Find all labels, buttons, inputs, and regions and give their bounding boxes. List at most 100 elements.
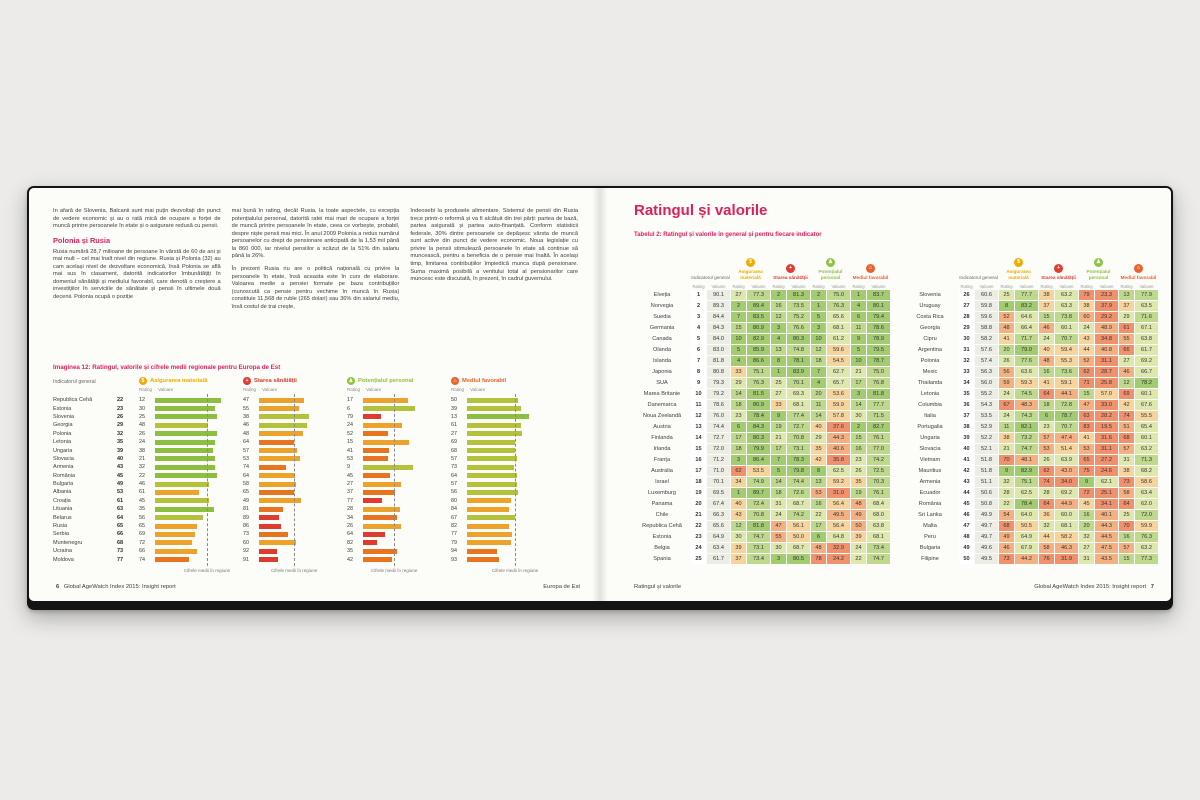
chart-bar: [467, 515, 515, 521]
chart-bar: [363, 431, 388, 437]
domain-value: 74.3: [1015, 411, 1038, 421]
country-name: Uruguay: [919, 303, 941, 309]
chart-domain-rating: 26: [347, 523, 353, 530]
country-name: Elveția: [653, 292, 671, 298]
domain-rank: 8: [771, 356, 786, 366]
footer-section-label: Europa de Est: [543, 584, 580, 590]
chart-bar-cell: [155, 464, 243, 470]
chart-bar-cell: [155, 506, 243, 512]
overall-rank: 11: [691, 400, 706, 410]
chart-domain-rating: 65: [243, 489, 249, 496]
chart-bar: [467, 431, 523, 437]
chart-bar: [155, 414, 218, 420]
chart-domain-rating: 82: [347, 539, 353, 546]
table-subheader: Rating Valoare Rating Valoare Rating Valoare R…: [902, 281, 1158, 289]
capability-icon: ♟: [347, 377, 355, 385]
domain-value: 70.8: [747, 510, 770, 520]
left-page: În afară de Slovenia, Balcanii sunt mai …: [29, 188, 600, 601]
chart-bar-cell: [467, 548, 555, 554]
chart-bar: [363, 456, 388, 462]
domain-rank: 41: [999, 334, 1014, 344]
overall-rank: 15: [691, 444, 706, 454]
overall-value: 58.2: [975, 334, 998, 344]
domain-rank: 70: [1119, 521, 1134, 531]
domain-value: 67.1: [1135, 323, 1158, 333]
chart-bar-cell: [155, 431, 243, 437]
domain-rank: 4: [731, 356, 746, 366]
chart-bar-cell: [259, 456, 347, 462]
domain-value: 75.0: [867, 367, 890, 377]
domain-rank: 3: [811, 323, 826, 333]
domain-value: 66.7: [1135, 367, 1158, 377]
chart-general-rank: 64: [117, 514, 124, 521]
domain-value: 77.7: [867, 400, 890, 410]
section-heading: Polonia și Rusia: [53, 235, 111, 245]
domain-rank: 24: [1079, 323, 1094, 333]
chart-bar: [467, 422, 521, 428]
chart-bar-cell: [363, 448, 451, 454]
domain-value: 73.1: [787, 444, 810, 454]
domain-rank: 49: [851, 510, 866, 520]
overall-rank: 23: [691, 532, 706, 542]
domain-value: 64.6: [1015, 312, 1038, 322]
rating-value-labels: Rating Valoare: [451, 387, 547, 392]
domain-name: Starea sănătății: [1041, 274, 1076, 280]
country-name: Germania: [649, 325, 675, 331]
domain-rank: 1: [811, 301, 826, 311]
chart-bar-cell: [155, 531, 243, 537]
rating-value-labels: Rating Valoare: [347, 387, 443, 392]
domain-value: 63.6: [1015, 367, 1038, 377]
domain-value: 77.9: [1135, 290, 1158, 300]
overall-value: 57.4: [975, 356, 998, 366]
domain-value: 53.6: [827, 389, 850, 399]
overall-rank: 45: [959, 499, 974, 509]
domain-rank: 73: [1119, 477, 1134, 487]
domain-rank: 24: [999, 411, 1014, 421]
domain-value: 75.1: [747, 367, 770, 377]
country-name: Olanda: [652, 347, 672, 353]
domain-rank: 23: [731, 411, 746, 421]
domain-value: 44.9: [1055, 499, 1078, 509]
chart-general-rank: 65: [117, 523, 124, 530]
chart-country-label: Muntenegru: [53, 539, 83, 546]
domain-value: 34.1: [1095, 499, 1118, 509]
domain-rank: 18: [731, 444, 746, 454]
overall-value: 81.8: [707, 356, 730, 366]
domain-rank: 53: [811, 488, 826, 498]
country-name: Thailanda: [917, 380, 943, 386]
chart-domain-header: + Starea sănătății Rating Valoare: [243, 377, 347, 392]
domain-rank: 27: [1119, 356, 1134, 366]
domain-value: 80.9: [747, 323, 770, 333]
domain-value: 50.0: [787, 532, 810, 542]
domain-rank: 3: [851, 389, 866, 399]
chart-bar-cell: [259, 531, 347, 537]
domain-rank: 57: [1039, 433, 1054, 443]
chart-domain-rating: 13: [451, 413, 457, 420]
domain-value: 70.7: [1055, 422, 1078, 432]
domain-rank: 15: [851, 433, 866, 443]
health-status-icon: +: [786, 263, 795, 273]
enabling-environment-icon: ⌂: [1134, 263, 1143, 273]
rating-col-label: Rating: [960, 284, 973, 289]
chart-general-rank: 53: [117, 489, 124, 496]
chart-domain-rating: 22: [139, 472, 145, 479]
overall-rank: 37: [959, 411, 974, 421]
domain-rank: 35: [851, 477, 866, 487]
chart-country-label: Albania: [53, 489, 72, 496]
overall-rank: 32: [959, 356, 974, 366]
chart-country-label: Polonia: [53, 430, 72, 437]
domain-rank: 4: [771, 334, 786, 344]
text-column-3: îndeosebi la produsele alimentare. Siste…: [410, 208, 578, 360]
chart-bar-cell: [363, 422, 451, 428]
chart-bar-cell: [259, 523, 347, 529]
domain-rank: 18: [1039, 400, 1054, 410]
text-column-1: În afară de Slovenia, Balcanii sunt mai …: [53, 208, 221, 360]
chart-domain-rating: 64: [347, 531, 353, 538]
chart-bar: [155, 397, 221, 403]
rating-col-label: Rating: [732, 284, 745, 289]
chart-bar: [259, 422, 307, 428]
chart-bar: [467, 540, 511, 546]
domain-rank: 52: [999, 312, 1014, 322]
domain-rank: 14: [771, 477, 786, 487]
domain-value: 44.3: [827, 433, 850, 443]
